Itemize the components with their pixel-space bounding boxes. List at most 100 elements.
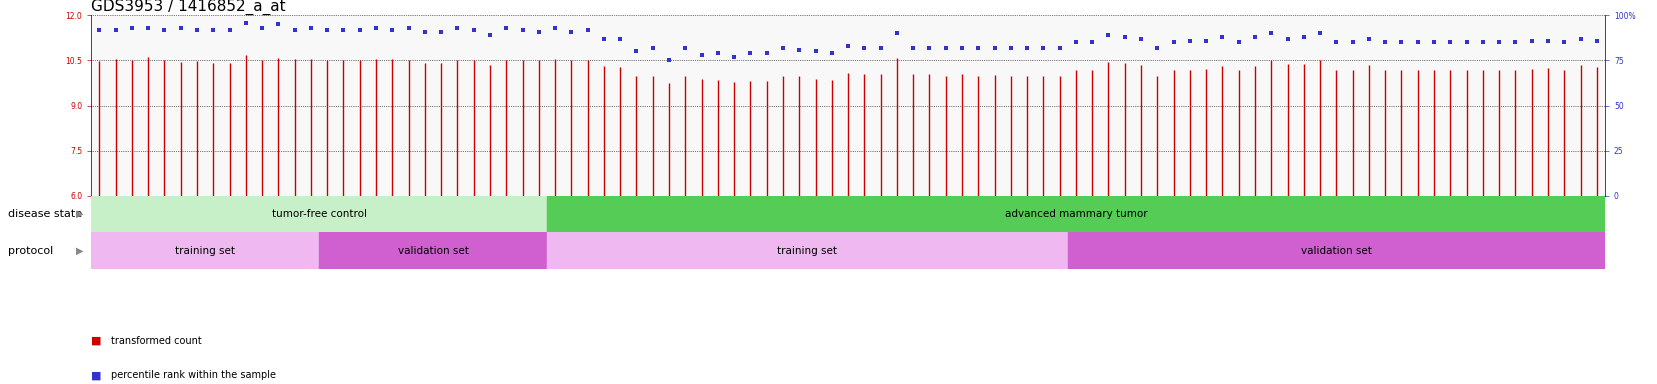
Point bbox=[1012, 45, 1039, 51]
Point bbox=[184, 27, 210, 33]
Text: validation set: validation set bbox=[398, 245, 469, 256]
Point bbox=[590, 36, 616, 42]
Point bbox=[752, 50, 779, 56]
Bar bbox=[91, 232, 318, 269]
Point bbox=[1127, 36, 1153, 42]
Point bbox=[1176, 38, 1203, 44]
Point bbox=[1029, 45, 1056, 51]
Point bbox=[737, 50, 764, 56]
Bar bbox=[547, 196, 1604, 232]
Point bbox=[802, 48, 828, 55]
Point bbox=[200, 27, 227, 33]
Point bbox=[1582, 38, 1609, 44]
Point bbox=[558, 28, 585, 35]
Text: tumor-free control: tumor-free control bbox=[272, 209, 366, 219]
Point bbox=[1549, 40, 1576, 46]
Point bbox=[1289, 34, 1316, 40]
Point bbox=[103, 27, 129, 33]
Text: validation set: validation set bbox=[1301, 245, 1370, 256]
Point bbox=[1046, 45, 1072, 51]
Point bbox=[981, 45, 1007, 51]
Point bbox=[265, 22, 292, 28]
Bar bbox=[547, 232, 1067, 269]
Point bbox=[313, 27, 340, 33]
Point bbox=[1403, 40, 1430, 46]
Point bbox=[867, 45, 893, 51]
Point bbox=[1062, 40, 1089, 46]
Point bbox=[394, 25, 421, 31]
Point bbox=[1566, 36, 1592, 42]
Point bbox=[769, 45, 795, 51]
Point bbox=[850, 45, 877, 51]
Point bbox=[1225, 40, 1251, 46]
Point bbox=[916, 45, 943, 51]
Point bbox=[883, 30, 910, 36]
Point bbox=[721, 54, 747, 60]
Point bbox=[623, 48, 650, 55]
Point bbox=[1160, 40, 1186, 46]
Point bbox=[1437, 40, 1463, 46]
Point bbox=[1453, 40, 1480, 46]
Point bbox=[86, 27, 113, 33]
Point bbox=[1355, 36, 1382, 42]
Point bbox=[215, 27, 242, 33]
Point bbox=[298, 25, 325, 31]
Point bbox=[833, 43, 862, 49]
Point bbox=[1143, 45, 1170, 51]
Point bbox=[330, 27, 356, 33]
Point bbox=[1468, 40, 1495, 46]
Point bbox=[346, 27, 373, 33]
Point bbox=[1095, 32, 1122, 38]
Point bbox=[249, 25, 275, 31]
Text: ■: ■ bbox=[91, 336, 101, 346]
Text: disease state: disease state bbox=[8, 209, 83, 219]
Point bbox=[1258, 30, 1284, 36]
Point bbox=[363, 25, 389, 31]
Point bbox=[656, 58, 683, 64]
Point bbox=[232, 20, 258, 26]
Point bbox=[1274, 36, 1301, 42]
Point bbox=[444, 25, 471, 31]
Text: training set: training set bbox=[777, 245, 837, 256]
Point bbox=[492, 25, 519, 31]
Point bbox=[525, 28, 552, 35]
Point bbox=[640, 45, 666, 51]
Point bbox=[1534, 38, 1561, 44]
Point bbox=[1518, 38, 1544, 44]
Point bbox=[428, 28, 454, 35]
Point bbox=[379, 27, 406, 33]
Point bbox=[1339, 40, 1365, 46]
Point bbox=[167, 25, 194, 31]
Point bbox=[785, 46, 812, 53]
Point bbox=[900, 45, 926, 51]
Point bbox=[1501, 40, 1528, 46]
Point bbox=[1420, 40, 1447, 46]
Point bbox=[819, 50, 845, 56]
Text: training set: training set bbox=[176, 245, 235, 256]
Point bbox=[461, 27, 487, 33]
Point bbox=[688, 52, 714, 58]
Text: ■: ■ bbox=[91, 370, 101, 380]
Point bbox=[1370, 40, 1397, 46]
Point bbox=[151, 27, 177, 33]
Point bbox=[509, 27, 535, 33]
Point bbox=[134, 25, 161, 31]
Point bbox=[411, 28, 437, 35]
Point bbox=[1079, 40, 1105, 46]
Point bbox=[606, 36, 633, 42]
Point bbox=[1191, 38, 1218, 44]
Text: ▶: ▶ bbox=[76, 209, 83, 219]
Point bbox=[542, 25, 568, 31]
Text: percentile rank within the sample: percentile rank within the sample bbox=[111, 370, 277, 380]
Point bbox=[1485, 40, 1511, 46]
Text: advanced mammary tumor: advanced mammary tumor bbox=[1004, 209, 1147, 219]
Point bbox=[1322, 40, 1349, 46]
Point bbox=[964, 45, 991, 51]
Point bbox=[931, 45, 958, 51]
Text: GDS3953 / 1416852_a_at: GDS3953 / 1416852_a_at bbox=[91, 0, 285, 15]
Point bbox=[948, 45, 974, 51]
Point bbox=[1241, 34, 1268, 40]
Bar bbox=[91, 196, 547, 232]
Point bbox=[1306, 30, 1332, 36]
Point bbox=[1387, 40, 1413, 46]
